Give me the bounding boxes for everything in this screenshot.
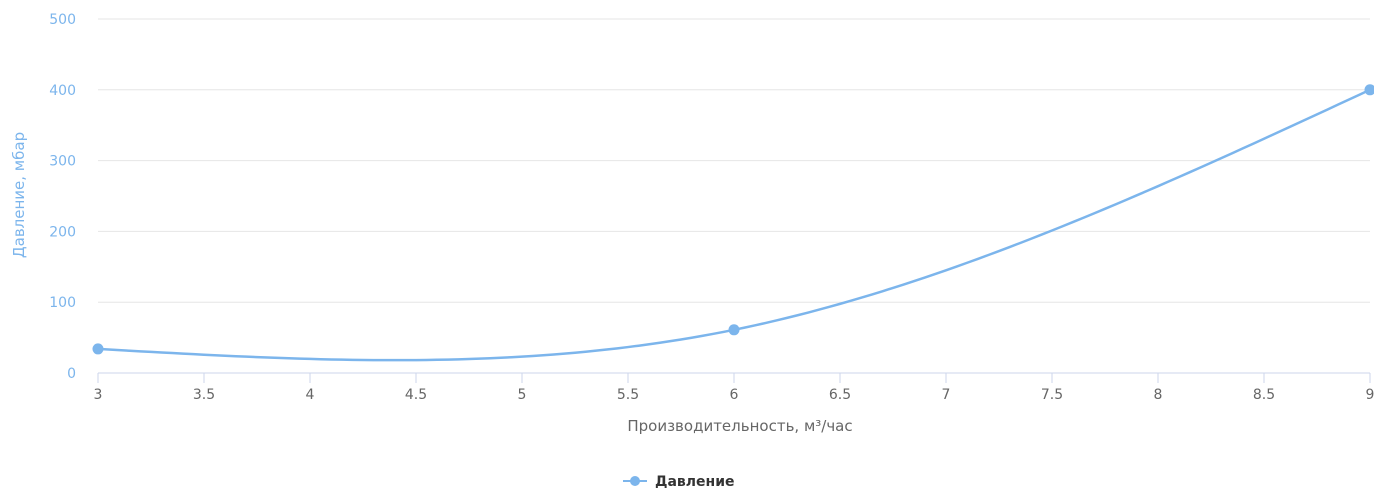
x-axis-label: Производительность, м³/час [627,417,852,435]
series-line[interactable] [96,88,1372,362]
y-axis-label: Давление, мбар [10,132,28,258]
legend-marker-icon [630,476,640,486]
x-tick-label: 3.5 [193,387,215,403]
y-tick-label: 500 [49,12,76,28]
x-tick-label: 7 [942,387,951,403]
y-tick-label: 300 [49,154,76,170]
x-tick-label: 3 [94,387,103,403]
x-tick-label: 5 [518,387,527,403]
grid-lines [98,18,1370,303]
x-tick-label: 7.5 [1041,387,1063,403]
x-tick-label: 8.5 [1253,387,1275,403]
y-tick-label: 100 [49,295,76,311]
data-point[interactable] [1364,84,1374,96]
x-tick-label: 4 [306,387,315,403]
plot-area [92,84,1374,362]
data-point[interactable] [728,324,740,336]
x-tick-label: 9 [1366,387,1374,403]
x-tick-label: 6.5 [829,387,851,403]
y-tick-label: 400 [49,83,76,99]
y-tick-label: 0 [67,366,76,382]
x-tick-label: 6 [730,387,739,403]
legend-item-davlenie[interactable]: Давление [655,474,735,488]
x-tick-label: 4.5 [405,387,427,403]
legend[interactable]: Давление [623,474,735,488]
x-tick-label: 5.5 [617,387,639,403]
x-tick-label: 8 [1154,387,1163,403]
axes: 0 100 200 300 400 500 3 3.5 4 4.5 5 5.5 6 6.5 7 7.5 8 8.5… [49,12,1374,403]
data-point[interactable] [92,343,104,355]
y-tick-label: 200 [49,224,76,240]
